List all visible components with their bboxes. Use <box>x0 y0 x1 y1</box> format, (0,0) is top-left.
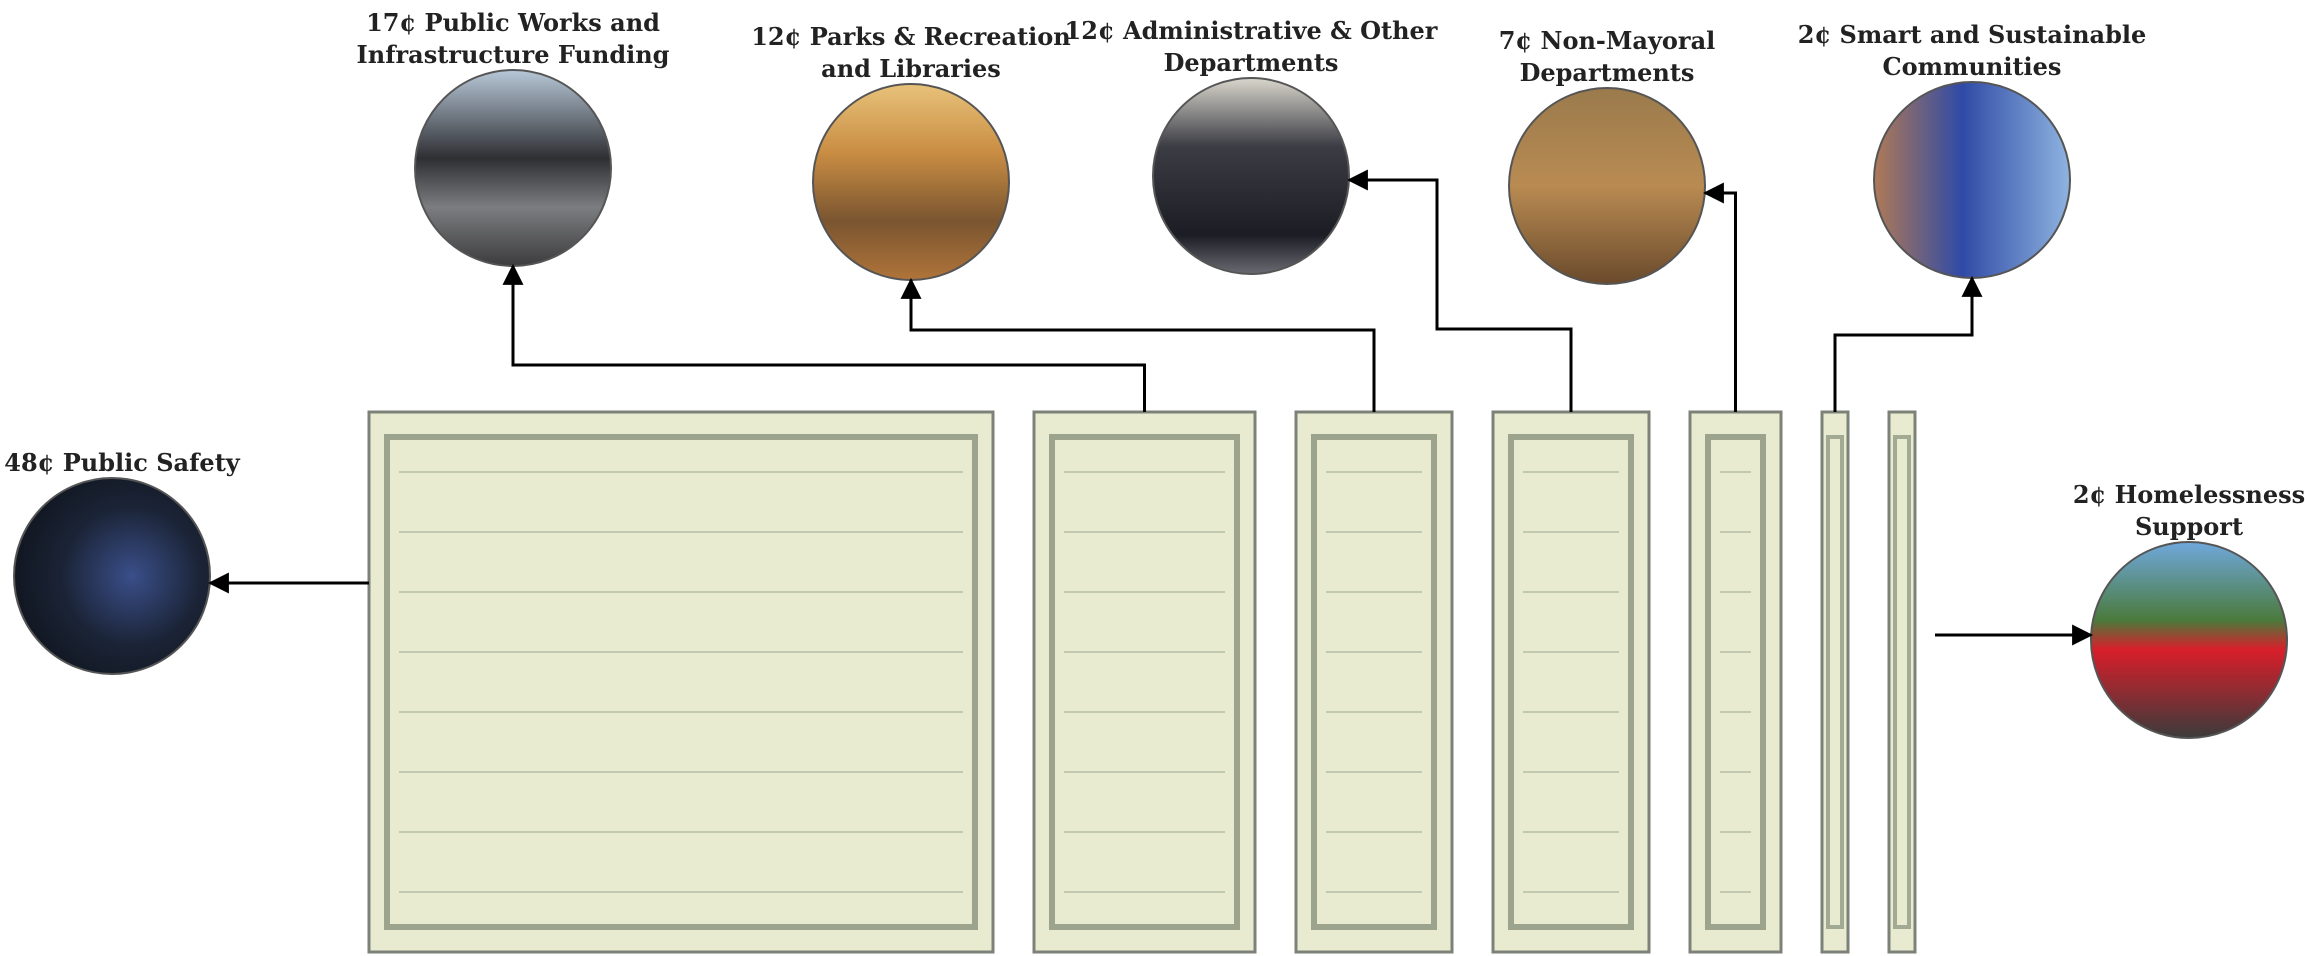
segment-label: 2¢ Smart and Sustainable <box>1798 20 2146 49</box>
segment-amount: 12¢ <box>751 22 801 51</box>
segment-label: 48¢ Public Safety <box>4 448 241 477</box>
photo-circle <box>415 70 611 266</box>
bill-slice-body <box>1690 412 1781 952</box>
segment-space <box>416 8 424 37</box>
segment-amount: 12¢ <box>1065 16 1115 45</box>
photo-circle <box>14 478 210 674</box>
segment-amount: 7¢ <box>1499 26 1532 55</box>
segment-label: 12¢ Parks & Recreation <box>751 22 1071 51</box>
segment-space <box>2106 480 2114 509</box>
segment-name: Communities <box>1883 52 2062 81</box>
segment-space <box>54 448 62 477</box>
connector-arrow <box>1705 193 1736 412</box>
photo-circle <box>813 84 1009 280</box>
segment-name: Departments <box>1164 48 1339 77</box>
segment-label: 2¢ Homelessness <box>2073 480 2305 509</box>
connector-arrow <box>1835 278 1972 412</box>
segment-space <box>1115 16 1123 45</box>
segment-name: and Libraries <box>821 54 1001 83</box>
bill-slice <box>1493 412 1649 952</box>
bill-slice-body <box>369 412 993 952</box>
photo-circle <box>1153 78 1349 274</box>
segment-name: Smart and Sustainable <box>1840 20 2147 49</box>
segment-label: Communities <box>1883 52 2062 81</box>
bill-slice <box>1296 412 1452 952</box>
segment-name: Parks & Recreation <box>810 22 1071 51</box>
segment-amount: 17¢ <box>366 8 416 37</box>
segment-space <box>1831 20 1839 49</box>
segment-space <box>1532 26 1540 55</box>
photo-circle <box>2091 542 2287 738</box>
segment-name: Departments <box>1520 58 1695 87</box>
bill-slice <box>1889 412 1915 952</box>
segment-amount: 2¢ <box>1798 20 1831 49</box>
bill-slice-body <box>1296 412 1452 952</box>
segment-name: Public Safety <box>63 448 241 477</box>
segment-label: Departments <box>1520 58 1695 87</box>
bill-slice <box>1822 412 1848 952</box>
segment-amount: 48¢ <box>4 448 54 477</box>
bill-slice <box>1690 412 1781 952</box>
photo-circle <box>1874 82 2070 278</box>
bill-slice-body <box>1822 412 1848 952</box>
segment-label: Departments <box>1164 48 1339 77</box>
segment-name: Administrative & Other <box>1122 16 1438 45</box>
segment-name: Support <box>2135 512 2243 541</box>
connector-arrow <box>513 266 1145 412</box>
budget-infographic: 48¢ Public Safety 17¢ Public Works and Inf… <box>0 0 2305 956</box>
segment-label: and Libraries <box>821 54 1001 83</box>
segment-label: 12¢ Administrative & Other <box>1065 16 1438 45</box>
connector-arrow <box>911 280 1374 412</box>
segment-amount: 2¢ <box>2073 480 2106 509</box>
bill-slice <box>1034 412 1255 952</box>
segment-name: Homelessness <box>2115 480 2305 509</box>
bill-slice-body <box>1889 412 1915 952</box>
segment-label: Support <box>2135 512 2243 541</box>
segment-label: 17¢ Public Works and <box>366 8 660 37</box>
bill-slice <box>369 412 993 952</box>
segment-space <box>801 22 809 51</box>
segment-name: Infrastructure Funding <box>357 40 670 69</box>
photo-circle <box>1509 88 1705 284</box>
segment-label: Infrastructure Funding <box>357 40 670 69</box>
segment-name: Non-Mayoral <box>1541 26 1716 55</box>
bill-slice-body <box>1034 412 1255 952</box>
segment-label: 7¢ Non-Mayoral <box>1499 26 1716 55</box>
bill-slice-body <box>1493 412 1649 952</box>
segment-name: Public Works and <box>425 8 661 37</box>
